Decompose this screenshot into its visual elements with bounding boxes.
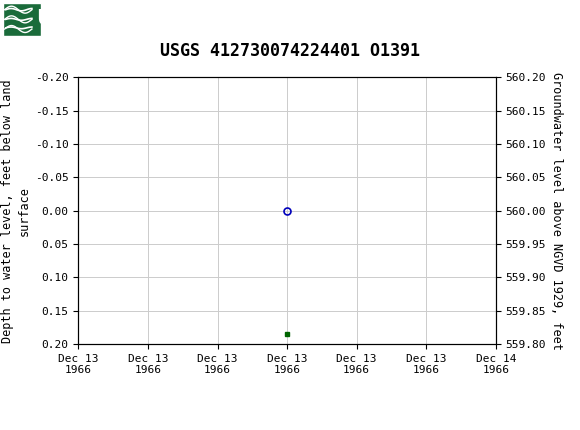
Text: USGS: USGS: [36, 9, 100, 29]
Y-axis label: Depth to water level, feet below land
surface: Depth to water level, feet below land su…: [1, 79, 31, 343]
FancyBboxPatch shape: [3, 3, 41, 36]
Text: USGS 412730074224401 O1391: USGS 412730074224401 O1391: [160, 42, 420, 60]
Y-axis label: Groundwater level above NGVD 1929, feet: Groundwater level above NGVD 1929, feet: [550, 72, 563, 350]
Legend: Period of approved data: Period of approved data: [181, 427, 393, 430]
